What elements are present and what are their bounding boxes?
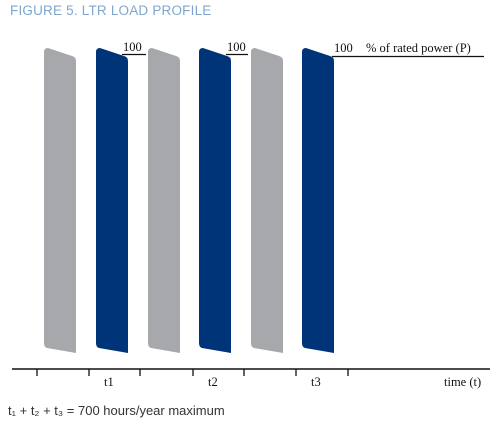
power-axis-label: % of rated power (P) bbox=[366, 41, 471, 55]
on-bar-t3 bbox=[302, 48, 334, 353]
on-bar-t1 bbox=[96, 48, 128, 353]
figure-title: FIGURE 5. LTR LOAD PROFILE bbox=[10, 3, 212, 18]
off-bar-1 bbox=[44, 48, 76, 353]
interval-label-t1: t1 bbox=[104, 375, 114, 389]
on-bar-t2 bbox=[199, 48, 231, 353]
level-label-1: 100 bbox=[123, 40, 142, 54]
interval-label-t2: t2 bbox=[208, 375, 218, 389]
level-label-2: 100 bbox=[227, 40, 246, 54]
interval-label-t3: t3 bbox=[311, 375, 321, 389]
off-bar-3 bbox=[251, 48, 283, 353]
off-bar-2 bbox=[148, 48, 180, 353]
time-axis-label: time (t) bbox=[444, 375, 481, 389]
level-label-3: 100 bbox=[334, 41, 353, 55]
duration-formula: t₁ + t₂ + t₃ = 700 hours/year maximum bbox=[8, 403, 225, 418]
